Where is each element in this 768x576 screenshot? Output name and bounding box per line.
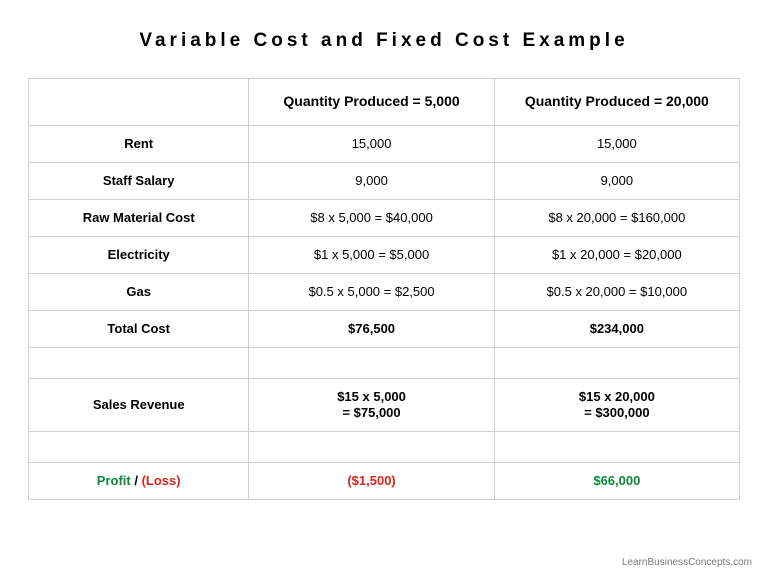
empty-cell	[494, 348, 739, 379]
header-qty-20000: Quantity Produced = 20,000	[494, 79, 739, 126]
row-rent: Rent 15,000 15,000	[29, 126, 740, 163]
cell: 15,000	[249, 126, 494, 163]
cost-table: Quantity Produced = 5,000 Quantity Produ…	[28, 78, 740, 500]
empty-cell	[249, 432, 494, 463]
cell: $15 x 5,000= $75,000	[249, 379, 494, 432]
row-label: Raw Material Cost	[29, 200, 249, 237]
page: Variable Cost and Fixed Cost Example Qua…	[0, 0, 768, 576]
row-label: Sales Revenue	[29, 379, 249, 432]
cell-loss: ($1,500)	[249, 463, 494, 500]
label-sep: /	[131, 473, 142, 488]
row-label: Electricity	[29, 237, 249, 274]
empty-cell	[29, 432, 249, 463]
cell: $0.5 x 5,000 = $2,500	[249, 274, 494, 311]
empty-cell	[249, 348, 494, 379]
cell: 9,000	[249, 163, 494, 200]
empty-cell	[29, 348, 249, 379]
row-electricity: Electricity $1 x 5,000 = $5,000 $1 x 20,…	[29, 237, 740, 274]
cell: 9,000	[494, 163, 739, 200]
cell-profit: $66,000	[494, 463, 739, 500]
row-label: Staff Salary	[29, 163, 249, 200]
cell: $8 x 20,000 = $160,000	[494, 200, 739, 237]
label-profit: Profit	[97, 473, 131, 488]
cell: 15,000	[494, 126, 739, 163]
cell: $234,000	[494, 311, 739, 348]
row-label: Gas	[29, 274, 249, 311]
page-title: Variable Cost and Fixed Cost Example	[28, 30, 740, 52]
row-total-cost: Total Cost $76,500 $234,000	[29, 311, 740, 348]
table-header-row: Quantity Produced = 5,000 Quantity Produ…	[29, 79, 740, 126]
row-gas: Gas $0.5 x 5,000 = $2,500 $0.5 x 20,000 …	[29, 274, 740, 311]
row-salary: Staff Salary 9,000 9,000	[29, 163, 740, 200]
row-raw-material: Raw Material Cost $8 x 5,000 = $40,000 $…	[29, 200, 740, 237]
row-label: Total Cost	[29, 311, 249, 348]
row-label-profit-loss: Profit / (Loss)	[29, 463, 249, 500]
cell: $1 x 5,000 = $5,000	[249, 237, 494, 274]
cell: $15 x 20,000= $300,000	[494, 379, 739, 432]
attribution: LearnBusinessConcepts.com	[622, 557, 752, 568]
row-spacer	[29, 348, 740, 379]
row-sales-revenue: Sales Revenue $15 x 5,000= $75,000 $15 x…	[29, 379, 740, 432]
header-blank	[29, 79, 249, 126]
cell: $0.5 x 20,000 = $10,000	[494, 274, 739, 311]
row-spacer	[29, 432, 740, 463]
row-profit-loss: Profit / (Loss) ($1,500) $66,000	[29, 463, 740, 500]
cell: $76,500	[249, 311, 494, 348]
cell: $1 x 20,000 = $20,000	[494, 237, 739, 274]
header-qty-5000: Quantity Produced = 5,000	[249, 79, 494, 126]
cell: $8 x 5,000 = $40,000	[249, 200, 494, 237]
empty-cell	[494, 432, 739, 463]
label-loss: (Loss)	[142, 473, 181, 488]
row-label: Rent	[29, 126, 249, 163]
